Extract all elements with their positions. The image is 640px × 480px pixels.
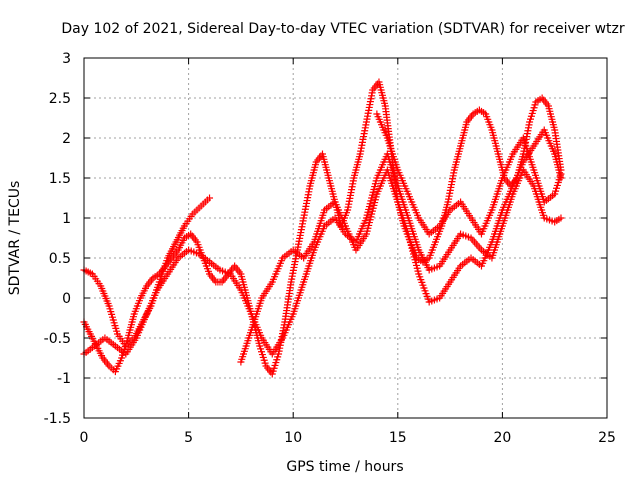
x-tick-label: 15 — [389, 430, 407, 446]
gridlines — [84, 58, 607, 418]
y-tick-label: 1 — [62, 211, 71, 227]
y-axis-label: SDTVAR / TECUs — [7, 181, 23, 296]
y-tick-label: -0.5 — [44, 331, 71, 347]
y-tick-label: -1.5 — [44, 411, 71, 427]
x-axis-label: GPS time / hours — [286, 459, 403, 475]
data-points — [80, 78, 565, 378]
x-tick-label: 10 — [284, 430, 302, 446]
y-tick-label: 1.5 — [49, 171, 71, 187]
data-point — [206, 194, 214, 202]
data-point — [557, 214, 565, 222]
x-tick-label: 20 — [493, 430, 511, 446]
plot-frame — [83, 57, 608, 419]
chart-title: Day 102 of 2021, Sidereal Day-to-day VTE… — [61, 21, 625, 37]
y-tick-label: 2.5 — [49, 91, 71, 107]
x-tick-label: 25 — [598, 430, 616, 446]
x-tick-label: 5 — [184, 430, 193, 446]
x-tick-label: 0 — [80, 430, 89, 446]
y-tick-label: 3 — [62, 51, 71, 67]
y-tick-label: 0.5 — [49, 251, 71, 267]
y-tick-label: 2 — [62, 131, 71, 147]
axis-ticks: 0 5 10 15 20 25 -1.5 -1 -0.5 0 0.5 1 1.5 2 2.5 3 — [44, 51, 616, 446]
y-tick-label: -1 — [57, 371, 71, 387]
data-point — [557, 170, 565, 178]
y-tick-label: 0 — [62, 291, 71, 307]
